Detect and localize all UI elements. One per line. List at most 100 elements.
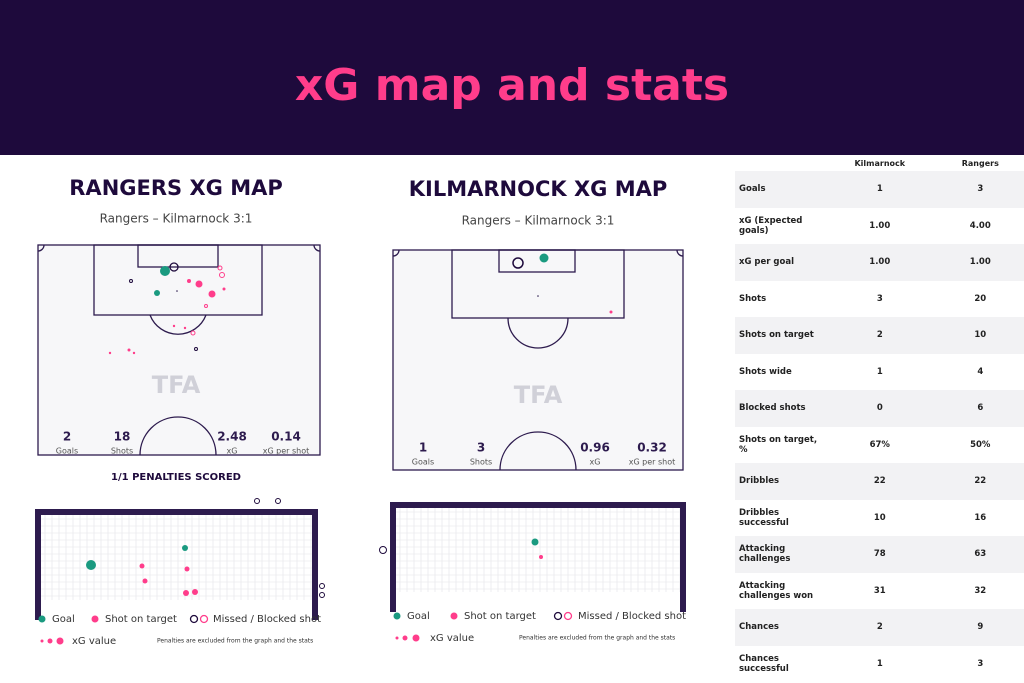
stat-value: 0.96 bbox=[580, 441, 610, 455]
table-row: Shots on target 2 10 bbox=[735, 317, 1024, 354]
cell-value: 67% bbox=[869, 439, 890, 450]
legend-label: Shot on target bbox=[464, 611, 536, 622]
cell-value: 32 bbox=[974, 585, 987, 596]
header-title: xG map and stats bbox=[295, 60, 729, 111]
table-row: Goals 1 3 bbox=[735, 171, 1024, 208]
table-row: xG per goal 1.00 1.00 bbox=[735, 244, 1024, 281]
footnote: Penalties are excluded from the graph an… bbox=[157, 638, 313, 645]
cell-value: 1 bbox=[876, 366, 883, 377]
stat-label: xG bbox=[227, 447, 238, 456]
table-row: Dribbles successful 10 16 bbox=[735, 500, 1024, 537]
cell-value: 1.00 bbox=[869, 220, 891, 231]
row-label: xG per goal bbox=[739, 257, 794, 268]
pitch bbox=[392, 249, 684, 471]
row-label: Shots bbox=[739, 293, 767, 304]
cell-value: 22 bbox=[974, 476, 987, 487]
stat-label: Goals bbox=[56, 447, 78, 456]
table-row: xG (Expected goals) 1.00 4.00 bbox=[735, 208, 1024, 245]
row-label: Blocked shots bbox=[739, 403, 806, 414]
table-row: Blocked shots 0 6 bbox=[735, 390, 1024, 427]
stat-value: 1 bbox=[419, 441, 427, 455]
row-label: Shots on target bbox=[739, 330, 814, 341]
cell-value: 0 bbox=[876, 403, 883, 414]
cell-value: 1 bbox=[876, 658, 883, 669]
legend: Goal Shot on target Missed / Blocked sho… bbox=[393, 611, 686, 644]
map-title: RANGERS XG MAP bbox=[69, 176, 282, 200]
legend-label: Shot on target bbox=[105, 614, 177, 625]
map-title: KILMARNOCK XG MAP bbox=[409, 177, 668, 201]
cell-value: 1.00 bbox=[969, 257, 991, 268]
row-label: Dribbles successful bbox=[739, 507, 789, 528]
row-label: Chances successful bbox=[739, 653, 789, 674]
table-row: Shots wide 1 4 bbox=[735, 354, 1024, 391]
table-row: Chances successful 1 3 bbox=[735, 646, 1024, 683]
stat-label: xG bbox=[590, 458, 601, 467]
header-band bbox=[0, 0, 1024, 155]
legend-label: Goal bbox=[407, 611, 430, 622]
table-row: Chances 2 9 bbox=[735, 609, 1024, 646]
cell-value: 10 bbox=[873, 512, 886, 523]
cell-value: 6 bbox=[977, 403, 984, 414]
cell-value: 2 bbox=[876, 622, 883, 633]
column-header: Rangers bbox=[961, 158, 999, 168]
cell-value: 4 bbox=[977, 366, 984, 377]
goal-shots bbox=[379, 538, 543, 559]
row-label: Shots on target, % bbox=[739, 434, 818, 455]
cell-value: 10 bbox=[974, 330, 987, 341]
table-header: Kilmarnock Rangers bbox=[735, 155, 1024, 171]
column-header: Kilmarnock bbox=[854, 158, 906, 168]
cell-value: 50% bbox=[970, 439, 991, 450]
legend: Goal Shot on target Missed / Blocked sho… bbox=[38, 614, 321, 647]
cell-value: 31 bbox=[873, 585, 886, 596]
penalties-note: 1/1 PENALTIES SCORED bbox=[111, 472, 241, 483]
table-row: Attacking challenges 78 63 bbox=[735, 536, 1024, 573]
row-label: Chances bbox=[739, 622, 779, 633]
row-label: Dribbles bbox=[739, 476, 780, 487]
cell-value: 3 bbox=[977, 658, 984, 669]
cell-value: 3 bbox=[876, 293, 883, 304]
corner bbox=[735, 155, 823, 171]
legend-label: Missed / Blocked shot bbox=[578, 611, 686, 622]
cell-value: 22 bbox=[873, 476, 886, 487]
table-row: Shots on target, % 67% 50% bbox=[735, 427, 1024, 464]
stat-label: Shots bbox=[111, 447, 133, 456]
cell-value: 9 bbox=[977, 622, 984, 633]
goal-frame bbox=[35, 509, 318, 620]
table-row: Shots 3 20 bbox=[735, 281, 1024, 318]
stat-value: 2 bbox=[63, 430, 71, 444]
stat-value: 0.14 bbox=[271, 430, 301, 444]
stat-label: Goals bbox=[412, 458, 434, 467]
cell-value: 63 bbox=[974, 549, 987, 560]
cell-value: 2 bbox=[876, 330, 883, 341]
legend-label: Missed / Blocked shot bbox=[213, 614, 321, 625]
table-row: Dribbles 22 22 bbox=[735, 463, 1024, 500]
table-row: Attacking challenges won 31 32 bbox=[735, 573, 1024, 610]
stat-label: Shots bbox=[470, 458, 492, 467]
map-subtitle: Rangers – Kilmarnock 3:1 bbox=[462, 214, 615, 228]
stat-label: xG per shot bbox=[629, 458, 676, 467]
cell-value: 3 bbox=[977, 184, 984, 195]
row-label: Goals bbox=[739, 184, 766, 195]
row-label: xG (Expected goals) bbox=[739, 215, 803, 236]
watermark: TFA bbox=[152, 371, 201, 399]
stat-value: 0.32 bbox=[637, 441, 667, 455]
map-subtitle: Rangers – Kilmarnock 3:1 bbox=[100, 212, 253, 226]
footnote: Penalties are excluded from the graph an… bbox=[519, 635, 675, 642]
goal-posts bbox=[35, 509, 318, 620]
pitch bbox=[37, 244, 321, 456]
legend-label: Goal bbox=[52, 614, 75, 625]
cell-value: 16 bbox=[974, 512, 987, 523]
shots bbox=[108, 262, 226, 355]
legend-label: xG value bbox=[430, 633, 474, 644]
cell-value: 4.00 bbox=[969, 220, 991, 231]
cell-value: 20 bbox=[974, 293, 987, 304]
watermark: TFA bbox=[514, 381, 563, 409]
goal-posts bbox=[390, 502, 686, 612]
cell-value: 1.00 bbox=[869, 257, 891, 268]
goal-shots bbox=[86, 498, 325, 598]
row-label: Attacking challenges won bbox=[739, 580, 814, 601]
stat-label: xG per shot bbox=[263, 447, 310, 456]
stats-table: Kilmarnock Rangers Goals 1 3 xG (Expected go… bbox=[735, 155, 1024, 682]
